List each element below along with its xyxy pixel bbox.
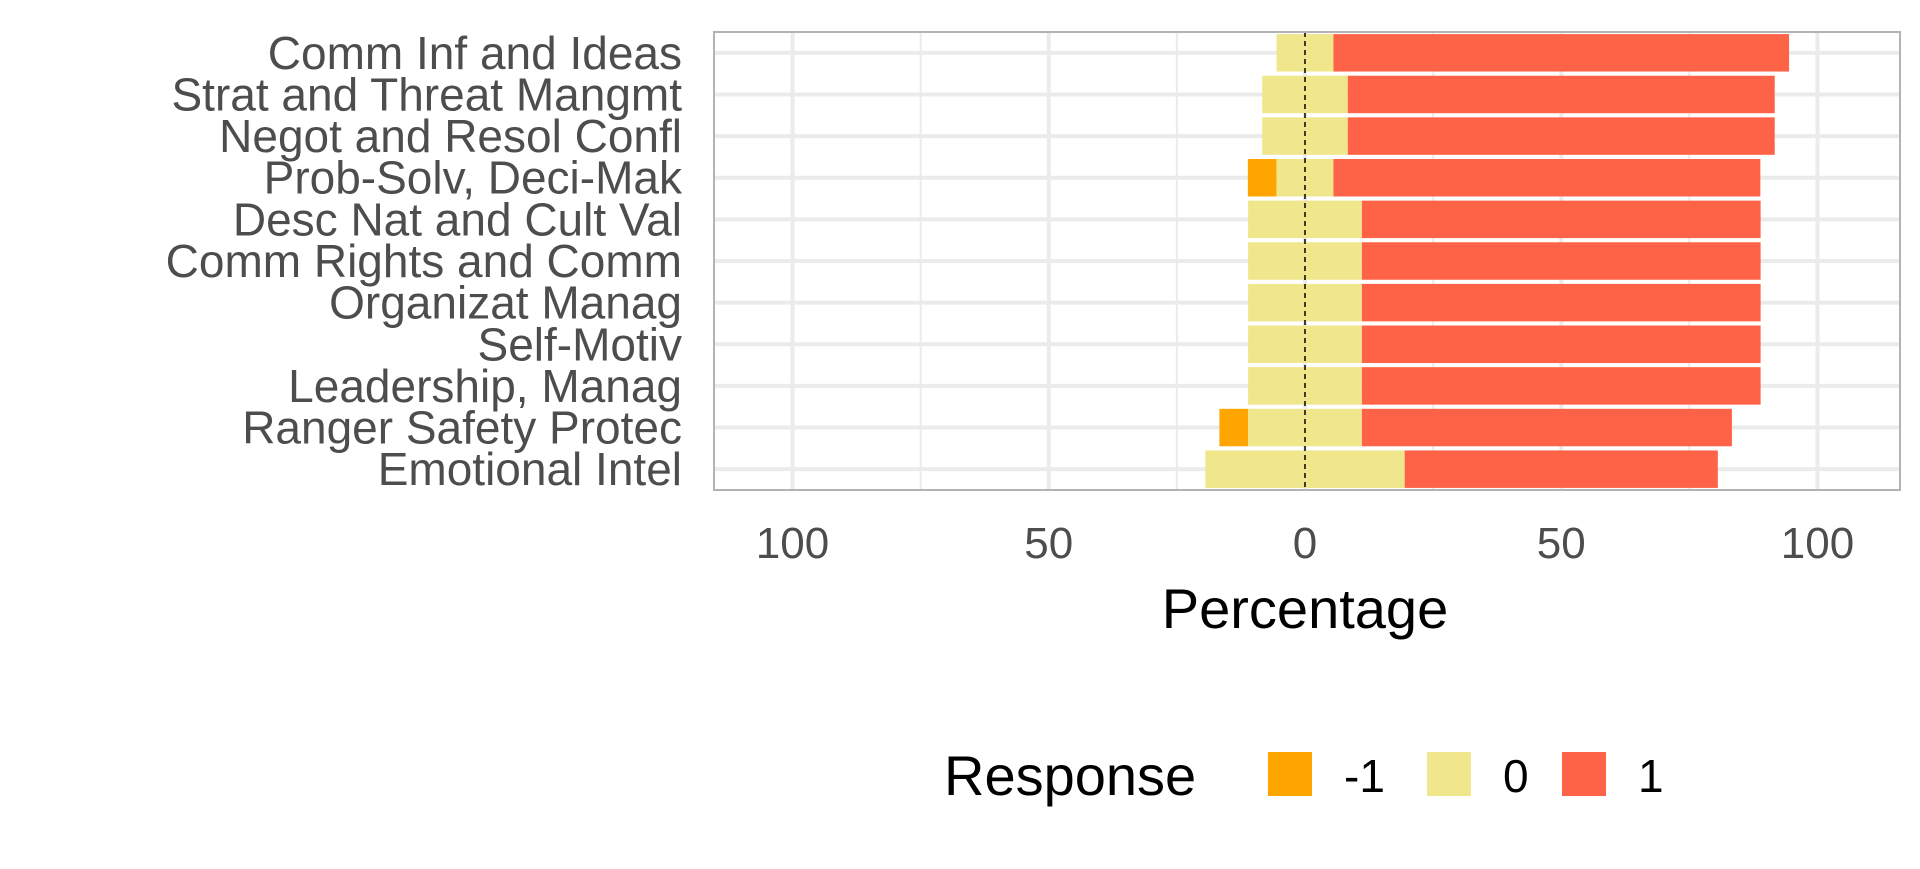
y-tick-label-organizat-manag: Organizat Manag [329, 277, 682, 329]
bar-negot-and-resol-confl-response-1 [1347, 117, 1775, 155]
bar-prob-solv-deci-mak-response-neg1 [1247, 158, 1277, 197]
y-tick-label-negot-and-resol-confl: Negot and Resol Confl [219, 110, 682, 162]
legend-key-neg1 [1268, 752, 1312, 796]
x-tick-labels: 100 50 0 50 100 [756, 519, 1854, 568]
bar-emotional-intel-response-1 [1404, 450, 1718, 488]
legend-label-neg1: -1 [1344, 750, 1385, 802]
bar-desc-nat-and-cult-val-response-1 [1361, 200, 1761, 239]
legend-key-1 [1562, 752, 1606, 796]
legend-label-1: 1 [1638, 750, 1664, 802]
legend: Response -1 0 1 [944, 744, 1664, 807]
bars [1205, 34, 1790, 488]
bar-ranger-safety-protec-response-neg1 [1219, 408, 1249, 447]
y-tick-label-strat-and-threat-mangmt: Strat and Threat Mangmt [171, 68, 682, 120]
y-tick-label-self-motiv: Self-Motiv [478, 318, 682, 370]
bar-ranger-safety-protec-response-1 [1361, 408, 1732, 447]
y-tick-label-comm-inf-and-ideas: Comm Inf and Ideas [268, 27, 682, 79]
panel-border [713, 31, 1901, 491]
x-tick-label: 100 [1781, 519, 1854, 568]
bar-strat-and-threat-mangmt-response-1 [1347, 75, 1775, 114]
bar-leadership-manag-response-1 [1361, 367, 1761, 405]
x-axis-title: Percentage [1162, 577, 1448, 640]
y-tick-label-emotional-intel: Emotional Intel [378, 443, 682, 495]
y-tick-label-ranger-safety-protec: Ranger Safety Protec [242, 402, 682, 454]
bar-comm-inf-and-ideas-response-1 [1333, 34, 1790, 72]
x-tick-label: 0 [1293, 519, 1317, 568]
bar-comm-rights-and-comm-response-1 [1361, 242, 1761, 280]
x-tick-label: 50 [1024, 519, 1073, 568]
bar-self-motiv-response-1 [1361, 325, 1761, 364]
legend-label-0: 0 [1503, 750, 1529, 802]
y-tick-label-desc-nat-and-cult-val: Desc Nat and Cult Val [233, 193, 682, 245]
y-tick-label-comm-rights-and-comm: Comm Rights and Comm [166, 235, 682, 287]
y-tick-label-leadership-manag: Leadership, Manag [288, 360, 682, 412]
x-tick-label: 50 [1537, 519, 1586, 568]
y-tick-label-prob-solv-deci-mak: Prob-Solv, Deci-Mak [264, 152, 683, 204]
legend-title: Response [944, 744, 1196, 807]
legend-key-0 [1427, 752, 1471, 796]
bar-organizat-manag-response-1 [1361, 283, 1761, 322]
x-tick-label: 100 [756, 519, 829, 568]
bar-prob-solv-deci-mak-response-1 [1333, 158, 1761, 197]
